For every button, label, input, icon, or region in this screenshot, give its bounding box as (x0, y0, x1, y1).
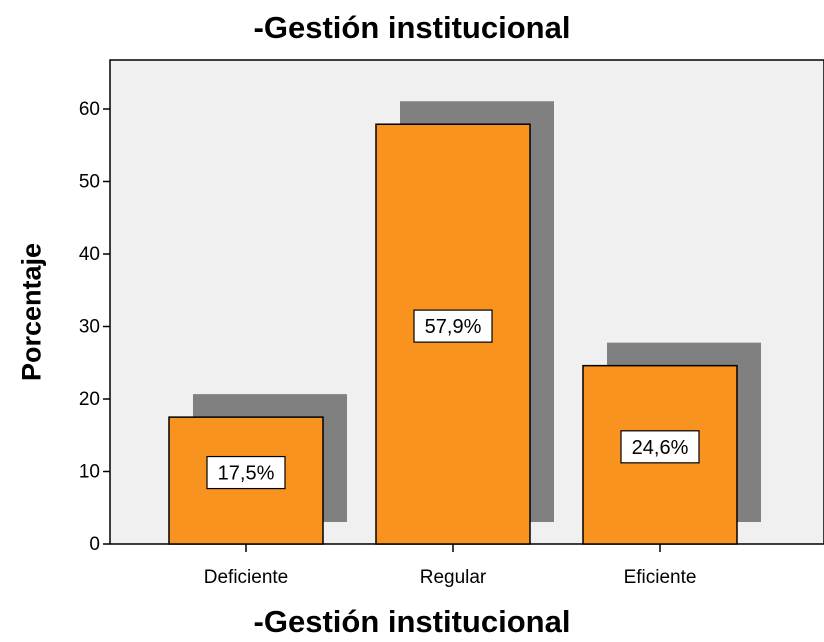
x-axis-title: -Gestión institucional (253, 604, 571, 639)
data-label-box (206, 455, 286, 490)
y-tick-label: 30 (79, 317, 100, 338)
data-label: 57,9% (425, 316, 482, 338)
data-label: 24,6% (632, 437, 689, 459)
data-label-box (413, 309, 493, 343)
x-tick-label: Regular (420, 567, 487, 588)
y-tick-label: 40 (79, 244, 100, 265)
y-tick-label: 20 (79, 389, 100, 410)
chart-title: -Gestión institucional (253, 10, 571, 45)
data-label-box (620, 430, 700, 464)
y-tick-label: 50 (79, 172, 100, 193)
x-tick-label: Deficiente (204, 567, 289, 588)
data-label: 17,5% (218, 463, 275, 485)
y-tick-label: 10 (79, 462, 100, 483)
y-tick-label: 60 (79, 99, 100, 120)
y-tick-label: 0 (89, 534, 100, 555)
x-tick-label: Eficiente (624, 567, 697, 588)
